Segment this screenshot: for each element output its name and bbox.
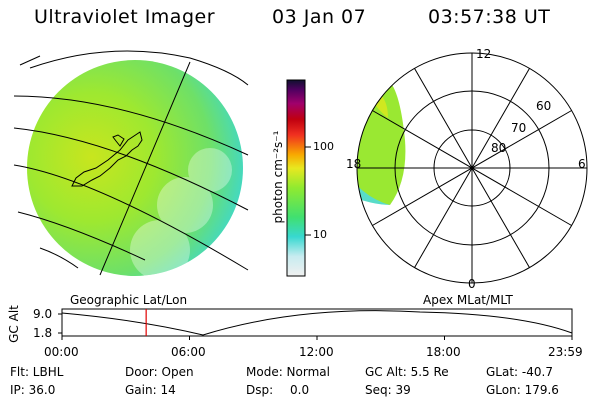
mlt-label-0: 0 xyxy=(468,277,476,291)
intensity-colorbar xyxy=(286,79,306,277)
x-tick-label: 18:00 xyxy=(426,345,461,359)
glat-info: GLat: -40.7 xyxy=(486,365,553,379)
mlt-label-6: 6 xyxy=(578,157,586,171)
altitude-ytick-high: 9.0 xyxy=(33,307,53,321)
x-tick-label: 23:59 xyxy=(548,345,583,359)
apex-panel-label: Apex MLat/MLT xyxy=(423,293,513,307)
app-title: Ultraviolet Imager xyxy=(34,6,216,28)
colorbar-tick-10: 10 xyxy=(313,228,327,241)
x-tick-label: 00:00 xyxy=(44,345,79,359)
colorbar-unit-label: photon cm⁻²s⁻¹ xyxy=(271,130,285,224)
gain-info: Gain: 14 xyxy=(125,383,176,397)
ip-info: IP: 36.0 xyxy=(10,383,56,397)
image-date: 03 Jan 07 xyxy=(272,6,367,28)
altitude-ytick-low: 1.8 xyxy=(33,326,53,340)
x-tick-label: 12:00 xyxy=(299,345,334,359)
filter-info: Flt: LBHL xyxy=(10,365,64,379)
earth-disk xyxy=(27,60,243,276)
geographic-panel-label: Geographic Lat/Lon xyxy=(70,293,188,307)
mlat-label-60: 60 xyxy=(536,99,552,113)
mlt-label-12: 12 xyxy=(476,47,492,61)
altitude-curve xyxy=(61,310,573,336)
new-zealand-coastline xyxy=(71,131,143,187)
colorbar-tick-100: 100 xyxy=(313,140,334,153)
sequence-info: Seq: 39 xyxy=(365,383,411,397)
geographic-image-panel xyxy=(27,60,243,276)
glon-info: GLon: 179.6 xyxy=(486,383,559,397)
mlat-label-70: 70 xyxy=(511,121,527,135)
mlt-label-18: 18 xyxy=(346,157,362,171)
image-time: 03:57:38 UT xyxy=(428,6,551,28)
mlat-label-80: 80 xyxy=(491,141,507,155)
geographic-grid xyxy=(13,50,249,276)
mode-info: Mode: Normal xyxy=(246,365,330,379)
dsp-value: 0.0 xyxy=(290,383,310,397)
door-info: Door: Open xyxy=(125,365,194,379)
gc-altitude-info: GC Alt: 5.5 Re xyxy=(365,365,449,379)
altitude-plot xyxy=(58,308,573,340)
polar-plot-panel xyxy=(356,52,588,284)
x-tick-label: 06:00 xyxy=(171,345,206,359)
dsp-info: Dsp: xyxy=(246,383,274,397)
altitude-ylabel: GC Alt xyxy=(7,305,21,343)
